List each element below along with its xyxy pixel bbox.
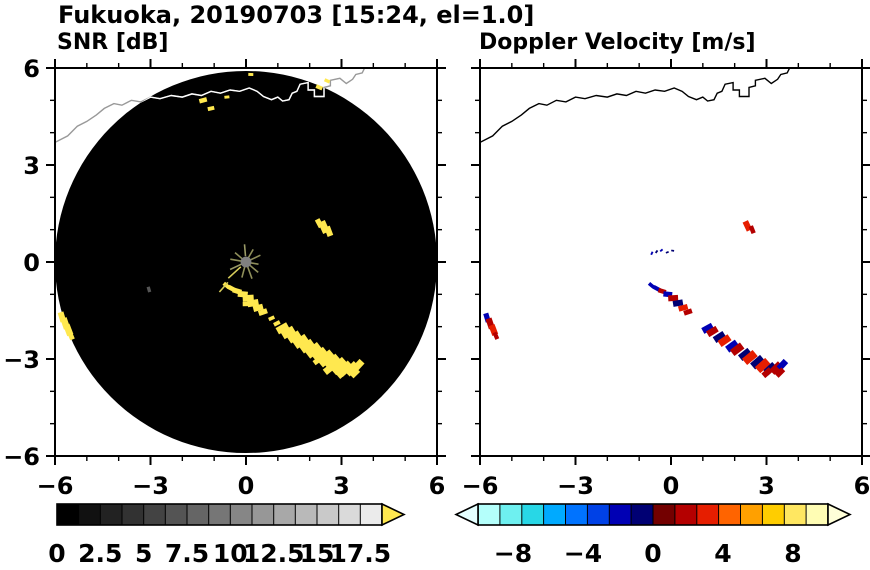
y-tick-label: −3 <box>3 346 40 374</box>
colorbar-tick-label: −8 <box>494 539 532 568</box>
velocity-colorbar: −8 −4 0 4 8 <box>454 502 852 568</box>
colorbar-above-arrow <box>827 502 852 527</box>
x-tick-label: −3 <box>132 472 169 500</box>
echo-layer <box>483 220 789 379</box>
radar-site-dot <box>240 256 252 268</box>
colorbar-tick-label: 15 <box>300 539 335 568</box>
x-tick-label: −3 <box>557 472 594 500</box>
colorbar-tick-label: 4 <box>714 539 731 568</box>
colorbar-tick-label: 17.5 <box>329 539 391 568</box>
plot-area <box>55 68 437 453</box>
x-tick-label: 3 <box>758 472 775 500</box>
colorbar-tick-label: 5 <box>135 539 152 568</box>
colorbar-tick-label: 10 <box>213 539 248 568</box>
snr-panel-title: SNR [dB] <box>57 30 169 55</box>
colorbar-tick-label: 0 <box>644 539 661 568</box>
x-tick-label: −6 <box>37 472 74 500</box>
velocity-panel-title: Doppler Velocity [m/s] <box>479 30 756 55</box>
y-tick-label: 0 <box>23 249 40 277</box>
coastline <box>480 68 791 144</box>
x-tick-label: −6 <box>462 472 499 500</box>
colorbar-tick-label: 8 <box>784 539 801 568</box>
colorbar-tick-label: 0 <box>48 539 65 568</box>
figure-title: Fukuoka, 20190703 [15:24, el=1.0] <box>58 1 535 29</box>
colorbar-tick-label: −4 <box>564 539 602 568</box>
colorbar-above-arrow <box>381 502 406 527</box>
x-tick-label: 0 <box>663 472 680 500</box>
plot-area <box>480 68 791 379</box>
echo-layer <box>57 72 365 379</box>
axis-ticks <box>471 59 870 465</box>
plot-frame <box>479 67 863 457</box>
y-tick-label: 6 <box>23 55 40 83</box>
snr-ppi-plot: −6−6 −3 −3 0 0 3 3 6 6 <box>3 55 446 500</box>
y-tick-label: 3 <box>23 152 40 180</box>
x-tick-label: 6 <box>429 472 446 500</box>
velocity-ppi-plot: −6 −3 0 3 6 <box>462 59 870 500</box>
colorbar-tick-label: 7.5 <box>165 539 209 568</box>
colorbar-tick-label: 2.5 <box>78 539 122 568</box>
colorbar-below-arrow <box>454 502 479 527</box>
axis-ticks <box>46 59 446 465</box>
x-tick-label: 0 <box>238 472 255 500</box>
colorbar-tick-label: 12.5 <box>243 539 305 568</box>
x-tick-label: 6 <box>854 472 870 500</box>
y-tick-label: −6 <box>3 443 40 471</box>
x-tick-label: 3 <box>333 472 350 500</box>
